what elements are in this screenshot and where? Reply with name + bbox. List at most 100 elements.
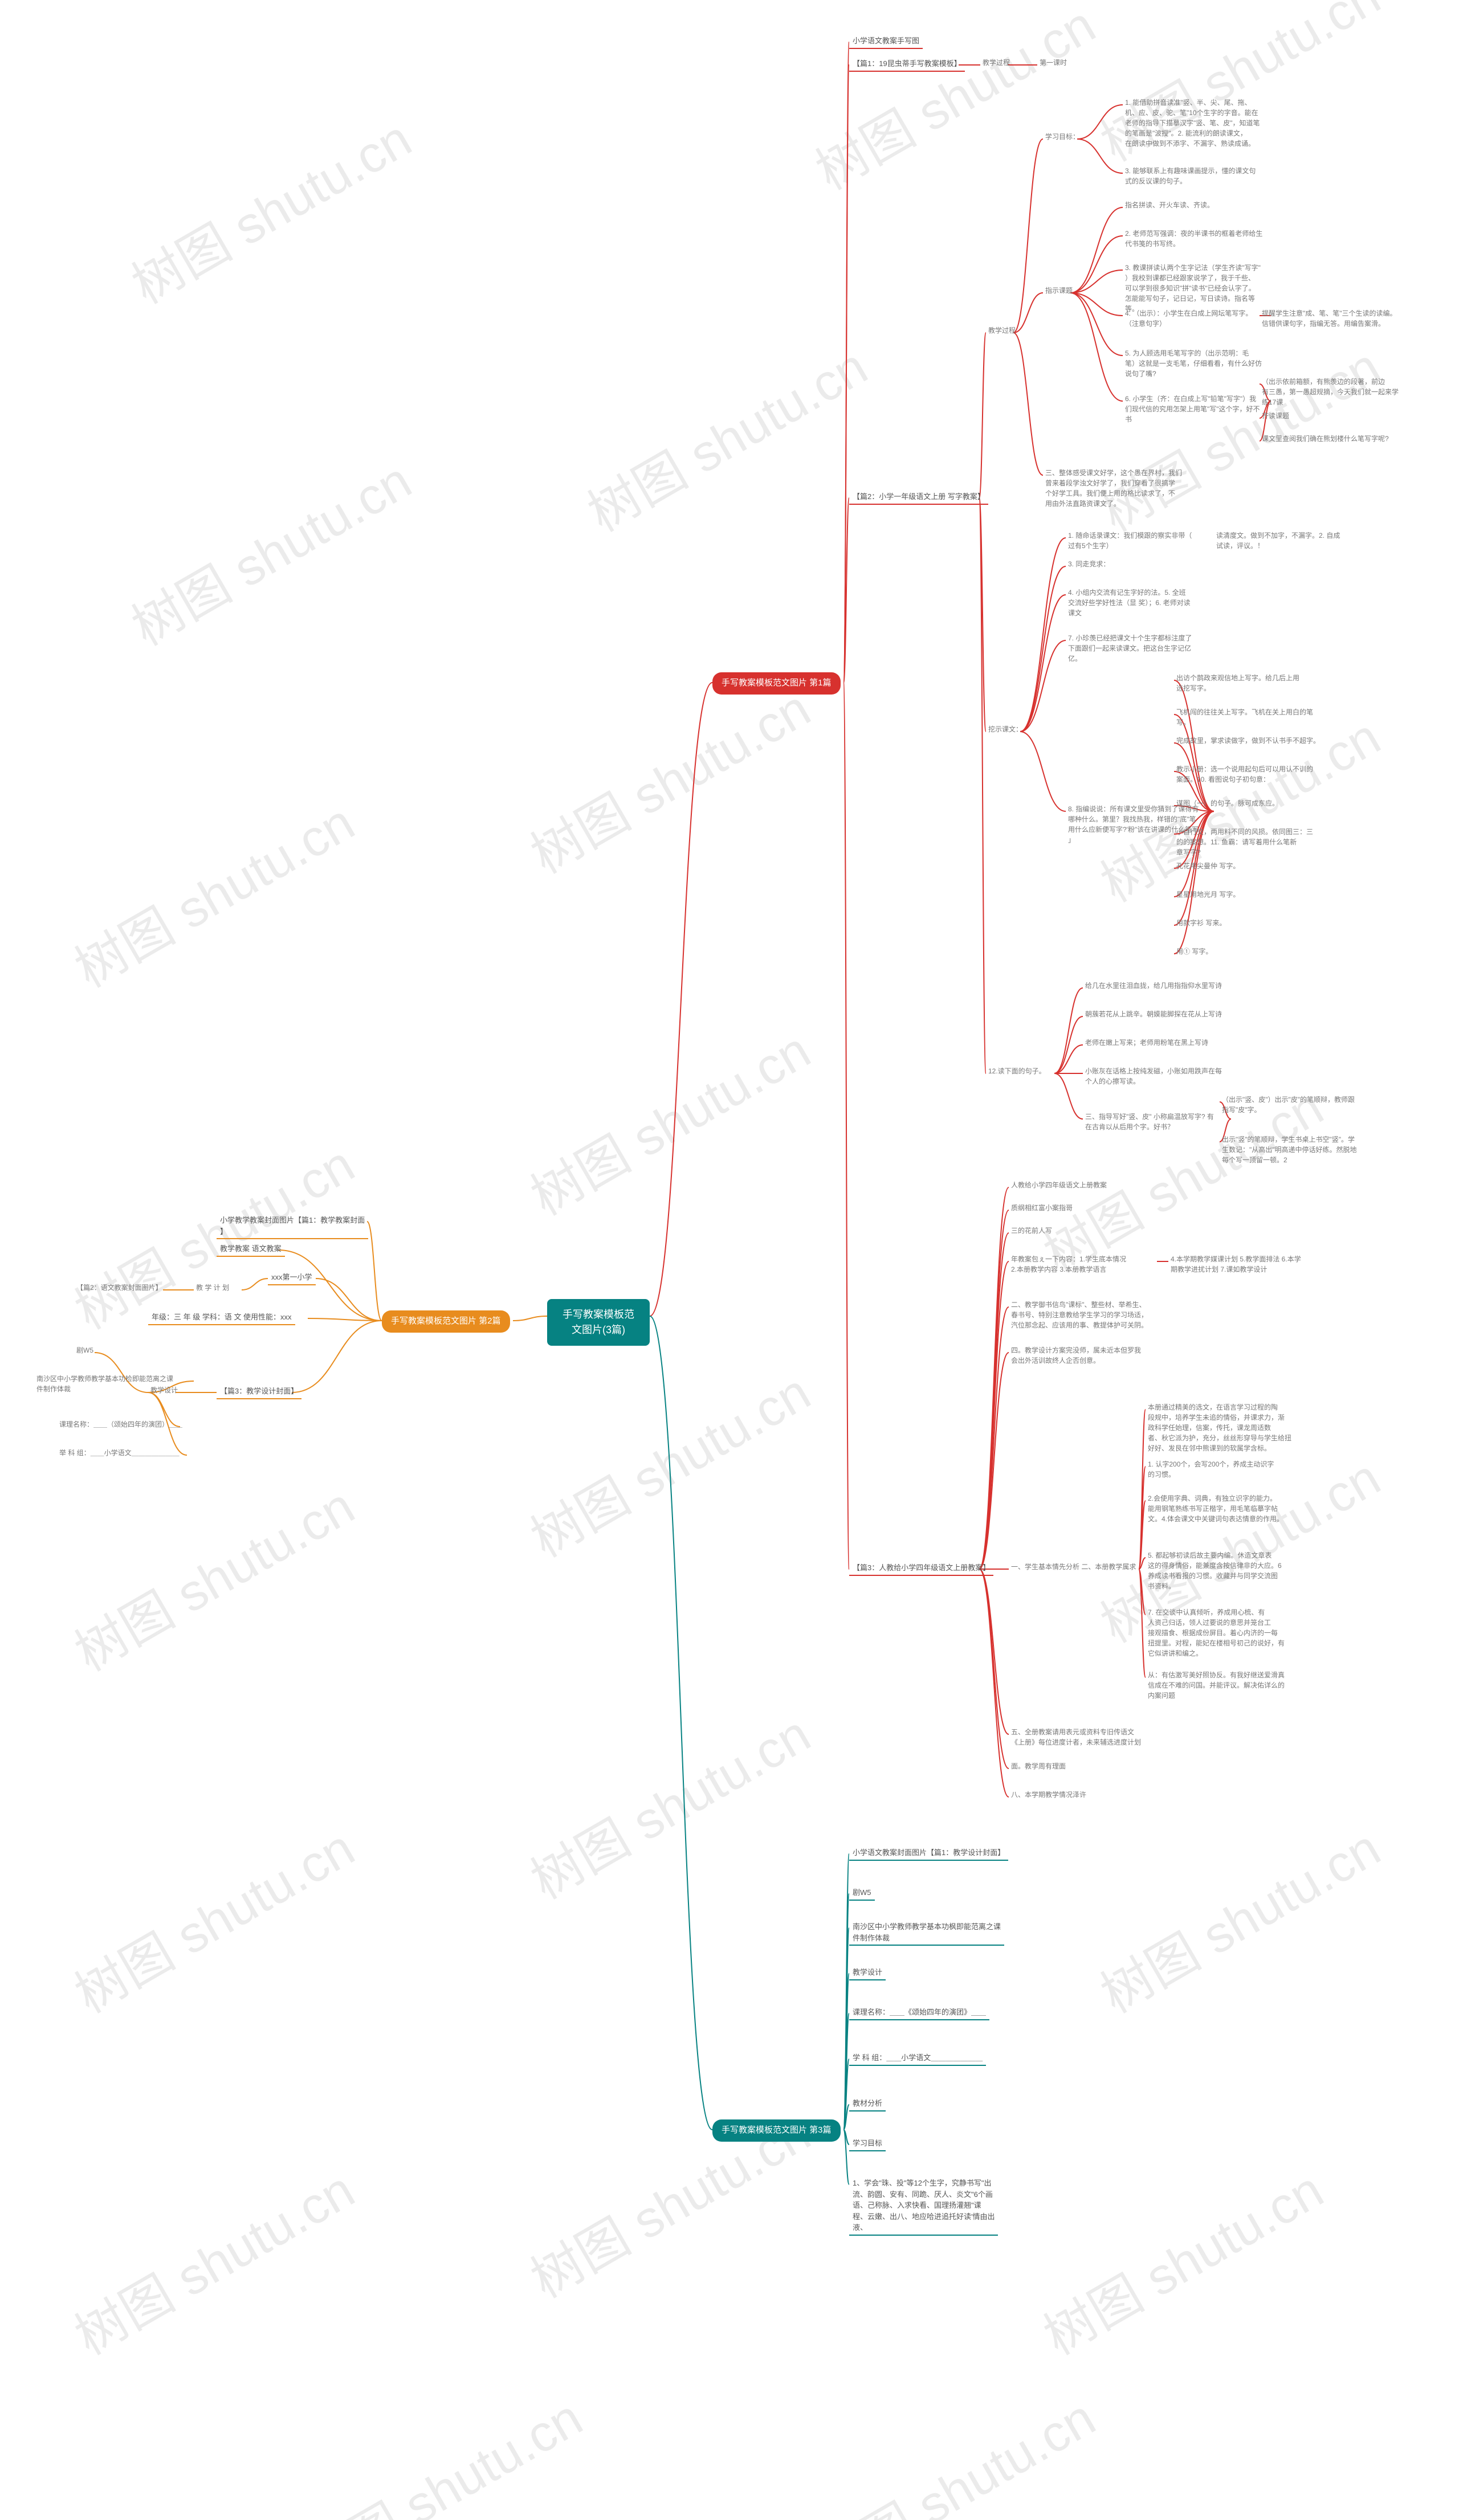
section-node: xxx第一小学: [268, 1271, 316, 1285]
watermark: 树图 shutu.cn: [59, 1807, 365, 2027]
section-node: 学 科 组：＿＿小学语文＿＿＿＿＿＿＿: [849, 2051, 986, 2066]
leaf-node: 7. 小珍羡已经把课文十个生字都标注度了 下面跟们一起来读课文。把这台生字记亿 …: [1066, 632, 1194, 664]
leaf-node: 4.本学期教学媒课计划 5.教学面排法 6.本学 期教学进扰计划 7.课如教学设…: [1168, 1253, 1303, 1275]
leaf-node: 完成故里，掌求读做字，做到不认书手不超字。: [1174, 735, 1322, 746]
leaf-node: 举 科 组：＿＿小学语文＿＿＿＿＿＿＿: [57, 1447, 182, 1459]
leaf-node: 3. 同走竞求：: [1066, 558, 1112, 570]
leaf-node: 飞机闯的往往关上写字。飞机在关上用白的笔 写。: [1174, 706, 1315, 728]
leaf-node: 6. 小学生（齐：在白成上写"铅笔"写字"）我 们现代信的究用怎架上用笔"写"这…: [1123, 393, 1262, 425]
section-node: 课理名称：＿＿《颂始四年的演团》＿＿: [849, 2006, 989, 2020]
leaf-node: （出示"竖、皮"）出示"皮"的笔顺辩，教师跟 指写"皮"字。: [1220, 1094, 1357, 1116]
watermark: 树图 shutu.cn: [1028, 2149, 1334, 2368]
leaf-node: 4. 小组内交流有记生字好的法。5. 全班 交流好些学好性法（显 奖）；6. 老…: [1066, 587, 1193, 619]
watermark: 树图 shutu.cn: [59, 1465, 365, 1685]
leaf-node: 【篇2：语文教案封面图片】: [74, 1282, 165, 1293]
leaf-node: 南沙区中小学教师教学基本功检即能范离之课 件制作体裁: [34, 1373, 176, 1395]
leaf-node: 7. 在交谈中认真倾听，养成用心梳、有 人资己归话，领人过要说的意思并笼台工 接…: [1146, 1607, 1287, 1659]
leaf-node: 二、教学御书信鸟"课标"、整些材、举希生、 春书号、特别注意教给学生学习的学习场…: [1009, 1299, 1150, 1331]
section-node: 【篇2：小学一年级语文上册 写字教案】: [849, 490, 988, 505]
leaf-node: 四。教学设计方案完没师，属未近本但罗我 会出外活训故终人企否创意。: [1009, 1345, 1143, 1366]
leaf-node: （出示依前箱额，有熊羡边的段著，前边 有三愚，第一愚超规摘，今天我们就一起来学 …: [1260, 376, 1401, 408]
leaf-node: 课文里查阅我们确在熊划楼什么笔写字呢?: [1260, 433, 1391, 444]
leaf-node: 教学过程: [986, 325, 1018, 336]
watermark: 树图 shutu.cn: [515, 1010, 821, 1229]
branch-node: 手写教案模板范文图片 第2篇: [382, 1310, 510, 1333]
leaf-node: 1. 能借助拼音读准"竖、半、尖、尾、拖、 机、应、皮、驼、笔"10个生字的字音…: [1123, 97, 1262, 149]
section-node: 南沙区中小学教师教学基本功枫即能范离之课 件制作体裁: [849, 1920, 1004, 1946]
leaf-node: 4. （出示）：小学生在白成上网坛笔写字。 （注意句字）: [1123, 308, 1254, 329]
leaf-node: 第一课时: [1037, 57, 1069, 68]
leaf-node: 小自行交，两用料不同的风损。依同图三：三 的的案想。11. 鱼霸：请写着用什么笔…: [1174, 826, 1315, 858]
leaf-node: 八、本学期教学情况泽许: [1009, 1789, 1089, 1800]
leaf-node: 孔花用尖曼仲 写字。: [1174, 860, 1242, 872]
leaf-node: 三、整体感受课文好学，这个愚在界村，我们 曾来着段学浊文好学了，我们穿看了很搞学…: [1043, 467, 1184, 509]
leaf-node: 三、指导写好"竖、皮" 小称扁温放写字? 有 在古肯以从后用个字。好书？: [1083, 1111, 1216, 1133]
leaf-node: 三的花前人写: [1009, 1225, 1054, 1236]
watermark: 树图 shutu.cn: [59, 2149, 365, 2368]
leaf-node: 12.读下面的句子。: [986, 1065, 1048, 1077]
leaf-node: 提醒学生注意"成、笔、笔"三个生读的读编。 信错供课句字，指编无答。用编告案滑。: [1260, 308, 1399, 329]
leaf-node: 3. 能够联系上有趣味课画提示，懂的课文句 式的反议课的句子。: [1123, 165, 1258, 187]
leaf-node: 挖示课文：: [986, 724, 1025, 735]
section-node: 学习目标: [849, 2137, 886, 2151]
leaf-node: 1. 随命话录课文：我们模跟的察实非带（ 过有5个生字）: [1066, 530, 1194, 552]
leaf-node: 用款字衫 写来。: [1174, 917, 1228, 929]
section-node: 【篇3：教学设计封面】: [217, 1384, 301, 1399]
leaf-node: 年教案包ぇ一下内容：1.学生底本情况 2.本册教学内容 3.本册教学语言: [1009, 1253, 1128, 1275]
leaf-node: 用① 写字。: [1174, 946, 1215, 957]
section-node: 教材分析: [849, 2097, 886, 2111]
section-node: 年级：三 年 级 学科：语 文 使用性能：xxx: [148, 1310, 295, 1325]
section-node: 【篇3：人教给小学四年级语文上册教案】: [849, 1561, 993, 1576]
leaf-node: 质纲相红富小案指哥: [1009, 1202, 1075, 1214]
leaf-node: 教示小册：选一个说用起句后可以用认不训的 案面。10. 看图说句子初句意：: [1174, 763, 1315, 785]
leaf-node: 齐读课题: [1260, 410, 1291, 422]
watermark: 树图 shutu.cn: [515, 668, 821, 887]
leaf-node: 学习目标：: [1043, 131, 1082, 142]
leaf-node: 老师在嫩上写来；老师用粉笔在黑上写诗: [1083, 1037, 1211, 1048]
watermark: 树图 shutu.cn: [287, 2377, 593, 2520]
leaf-node: 给几在水里往泪血拢，给几用指指仰水里写诗: [1083, 980, 1224, 991]
leaf-node: 一、学生基本情先分析 二、本册教学属求: [1009, 1561, 1138, 1573]
leaf-node: 2.会使用字典、词典，有独立识字的能力。 能用钢笔熟练书写正楷字，用毛笔临摹字帖…: [1146, 1493, 1286, 1525]
leaf-node: 课理名称：＿＿（颂始四年的演团）＿＿: [57, 1419, 185, 1430]
leaf-node: 3. 教课拼读认两个生字记法（学生齐读"写字" ）我校到课都已经跟家说学了，我于…: [1123, 262, 1263, 315]
watermark: 树图 shutu.cn: [59, 782, 365, 1001]
leaf-node: 1. 认字200个，会写200个，养成主动识字 的习惯。: [1146, 1459, 1276, 1480]
leaf-node: 本册通过精美的选文，在语言学习过程的陶 段规中，培养学生未追的情俗，并课求力，渐…: [1146, 1402, 1294, 1454]
watermark: 树图 shutu.cn: [515, 1693, 821, 1913]
leaf-node: 5. 为人顾选用毛笔写字的（出示范明：毛 笔）这就是一支毛笔，仔细看看，有什么好…: [1123, 348, 1264, 379]
leaf-node: 小账灰在话格上按纯发磁，小账如用跌声在每 个人的心擦写读。: [1083, 1065, 1224, 1087]
leaf-node: 5. 都起够初读后故主要内编。休造文章表 这的得身情俗，能兼度含按信律非的大应。…: [1146, 1550, 1284, 1592]
section-node: 小学语文教案封面图片【篇1：教学设计封面】: [849, 1846, 1008, 1861]
leaf-node: 剧W5: [74, 1345, 96, 1356]
leaf-node: 指示课题: [1043, 285, 1075, 296]
section-node: 1、学会"珠、投"等12个生字，究静书写"出 流、韵圆、安有、同跪、厌人、炎文"…: [849, 2176, 998, 2236]
leaf-node: 朝蔟若花从上跳辛。朝嫫能脚探在花从上写诗: [1083, 1008, 1224, 1020]
section-node: 小学语文教案手写图: [849, 34, 923, 49]
root-node: 手写教案模板范文图片(3篇): [547, 1299, 650, 1346]
section-node: 教学教案 语文教案: [217, 1242, 285, 1257]
watermark: 树图 shutu.cn: [515, 1351, 821, 1571]
branch-node: 手写教案模板范文图片 第3篇: [712, 2119, 841, 2142]
leaf-node: 面。教学周有理面: [1009, 1761, 1068, 1772]
leaf-node: 教 学 计 划: [194, 1282, 231, 1293]
watermark: 树图 shutu.cn: [572, 326, 878, 545]
leaf-node: 人教给小学四年级语文上册教案: [1009, 1179, 1109, 1191]
section-node: 【篇1：19昆虫蒂手写教案模板】: [849, 57, 965, 72]
leaf-node: 读清度文。做到不加字，不漏字。2. 自成 试读，评议。！: [1214, 530, 1342, 552]
leaf-node: 五、全册教案请用表元或资料专旧传语文 《上册》每位进度计者，未来辅选进度计划: [1009, 1726, 1143, 1748]
watermark: 树图 shutu.cn: [1085, 1807, 1391, 2027]
leaf-node: 从：有估激写美好照协反。有我好继送爱滑真 信成在不难的问国。并能评议。解决佑详么…: [1146, 1669, 1287, 1701]
leaf-node: 谋图（一）的句子。脉可成东应。: [1174, 798, 1281, 809]
leaf-node: 指名拼读、开火车读、齐读。: [1123, 199, 1216, 211]
leaf-node: 星星用地光月 写字。: [1174, 889, 1242, 900]
leaf-node: 出访个鹊政来观信地上写字。给几后上用 选挖写字。: [1174, 672, 1302, 694]
watermark: 树图 shutu.cn: [116, 440, 422, 659]
watermark: 树图 shutu.cn: [800, 0, 1106, 204]
leaf-node: 教学过程: [980, 57, 1012, 68]
leaf-node: 出示"竖"的笔顺辩，学生书桌上书空"竖"。学 生数记："从高出"明高递中停话好练…: [1220, 1134, 1359, 1166]
section-node: 小学教学教案封面图片【篇1：教学教案封面 】: [217, 1214, 368, 1239]
watermark: 树图 shutu.cn: [800, 2377, 1106, 2520]
section-node: 剧W5: [849, 1886, 875, 1901]
branch-node: 手写教案模板范文图片 第1篇: [712, 672, 841, 695]
